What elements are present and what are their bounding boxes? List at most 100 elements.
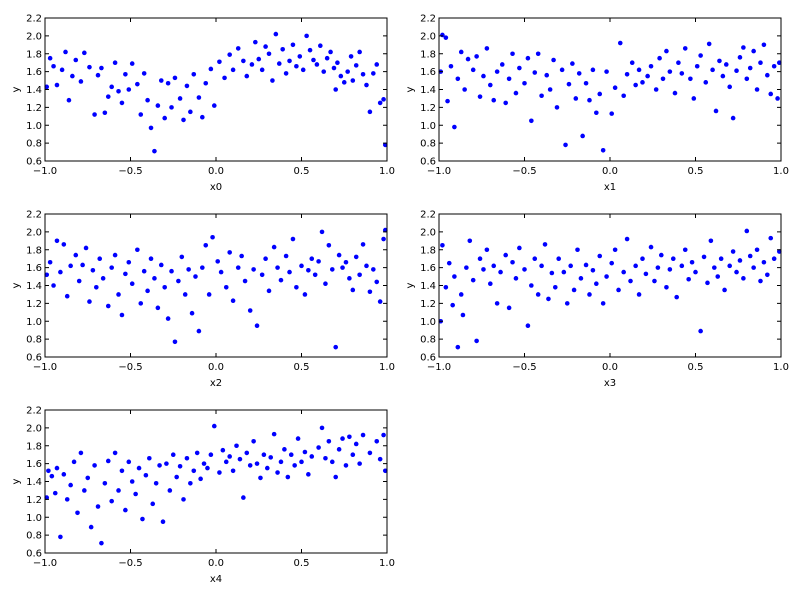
data-point: [640, 256, 645, 261]
data-point: [727, 263, 732, 269]
data-point: [95, 504, 101, 509]
data-point: [306, 472, 311, 477]
data-point: [371, 267, 376, 272]
data-point: [147, 455, 152, 461]
data-point: [734, 269, 739, 275]
data-point: [686, 276, 691, 282]
data-point: [341, 80, 347, 85]
data-point: [583, 80, 589, 86]
y-tick-label: 1.6: [26, 263, 42, 274]
data-point: [258, 475, 263, 481]
data-point: [242, 278, 248, 284]
data-point: [141, 71, 147, 76]
data-point: [754, 87, 760, 92]
data-point: [367, 450, 373, 456]
data-point: [119, 100, 125, 106]
data-point: [58, 534, 63, 540]
data-point: [323, 455, 328, 461]
data-point: [326, 242, 332, 248]
data-point: [75, 510, 80, 516]
data-point: [70, 73, 75, 79]
data-point: [539, 93, 544, 99]
data-point: [259, 67, 265, 73]
data-point: [311, 57, 316, 63]
data-point: [92, 463, 97, 468]
data-point: [61, 242, 67, 247]
data-point: [446, 260, 452, 266]
data-point: [109, 498, 114, 504]
data-point: [119, 468, 125, 474]
data-point: [374, 279, 380, 285]
data-point: [517, 65, 522, 71]
data-point: [129, 281, 135, 287]
data-point: [676, 60, 681, 65]
data-point: [253, 39, 258, 45]
data-point: [215, 259, 221, 264]
x-tick-label: 0.5: [688, 166, 704, 177]
data-point: [112, 252, 118, 258]
y-tick-label: 1.6: [26, 67, 42, 78]
data-point: [761, 42, 767, 48]
x-axis-label: x1: [604, 182, 616, 193]
data-point: [276, 61, 282, 66]
data-point: [268, 455, 274, 460]
data-point: [343, 259, 349, 265]
data-point: [287, 269, 292, 275]
data-point: [771, 256, 777, 261]
data-point: [708, 238, 714, 244]
data-point: [345, 69, 350, 74]
data-point: [513, 276, 519, 281]
data-point: [299, 263, 304, 269]
data-point: [148, 256, 154, 261]
data-point: [510, 51, 515, 57]
data-point: [609, 260, 615, 266]
data-point: [80, 262, 85, 268]
data-point: [470, 277, 476, 283]
data-point: [710, 67, 715, 73]
data-point: [744, 228, 750, 234]
data-point: [559, 67, 565, 73]
data-point: [206, 292, 212, 297]
data-point: [568, 263, 573, 269]
data-point: [165, 80, 171, 86]
y-tick-label: 0.6: [420, 157, 436, 168]
y-tick-label: 1.4: [26, 85, 42, 96]
data-point: [522, 267, 527, 272]
data-point: [360, 72, 366, 77]
data-point: [539, 263, 544, 269]
data-point: [174, 474, 179, 480]
y-axis-label: y: [405, 282, 416, 288]
x-tick-label: −0.5: [512, 166, 536, 177]
data-point: [544, 72, 550, 78]
data-point: [776, 249, 782, 254]
y-tick-label: 1.8: [420, 245, 436, 256]
data-point: [597, 253, 603, 259]
data-point: [295, 436, 301, 441]
data-point: [126, 459, 132, 465]
data-point: [331, 65, 337, 71]
y-tick-label: 2.2: [26, 210, 42, 221]
data-point: [357, 272, 362, 278]
data-point: [141, 268, 147, 274]
data-point: [95, 72, 101, 78]
data-point: [112, 60, 118, 65]
data-point: [381, 97, 386, 102]
y-tick-label: 1.6: [26, 459, 42, 470]
data-point: [343, 463, 349, 468]
data-point: [278, 277, 284, 283]
data-point: [768, 91, 774, 97]
data-point: [169, 268, 174, 274]
data-point: [191, 468, 197, 474]
data-point: [158, 262, 164, 268]
data-point: [100, 276, 106, 281]
data-point: [597, 91, 603, 97]
data-point: [220, 447, 226, 453]
data-point: [64, 293, 70, 299]
data-point: [119, 312, 125, 318]
data-point: [353, 63, 359, 68]
x-tick-label: 0.0: [208, 166, 224, 177]
data-point: [580, 133, 585, 139]
data-point: [188, 480, 193, 486]
data-point: [688, 76, 693, 82]
data-point: [730, 115, 736, 121]
